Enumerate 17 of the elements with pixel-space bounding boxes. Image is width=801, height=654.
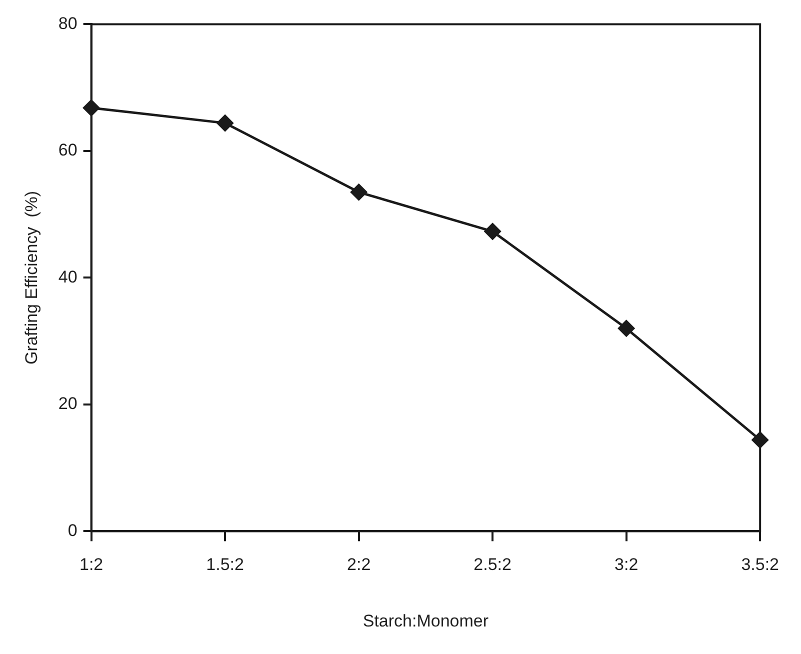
y-tick-label: 40: [58, 267, 78, 286]
y-tick-label: 0: [68, 520, 78, 540]
point: [484, 223, 501, 240]
point: [618, 320, 635, 337]
y-tick-label: 80: [58, 14, 78, 33]
point: [216, 114, 234, 132]
x-tick-label: 2.5:2: [474, 555, 512, 574]
x-tick-label: 2:2: [347, 555, 371, 574]
y-tick-label: 60: [58, 140, 78, 160]
x-tick-label: 1:2: [79, 555, 104, 574]
x-tick-label: 3:2: [614, 555, 638, 574]
x-tick-label: 3.5:2: [741, 555, 779, 574]
x-tick-label: 1.5:2: [206, 555, 244, 574]
y-tick-label: 20: [58, 394, 78, 414]
point: [350, 184, 368, 200]
x-axis-title: Starch:Monomer: [362, 611, 489, 630]
y-axis-title: Grafting Efficiency (%): [22, 190, 41, 364]
